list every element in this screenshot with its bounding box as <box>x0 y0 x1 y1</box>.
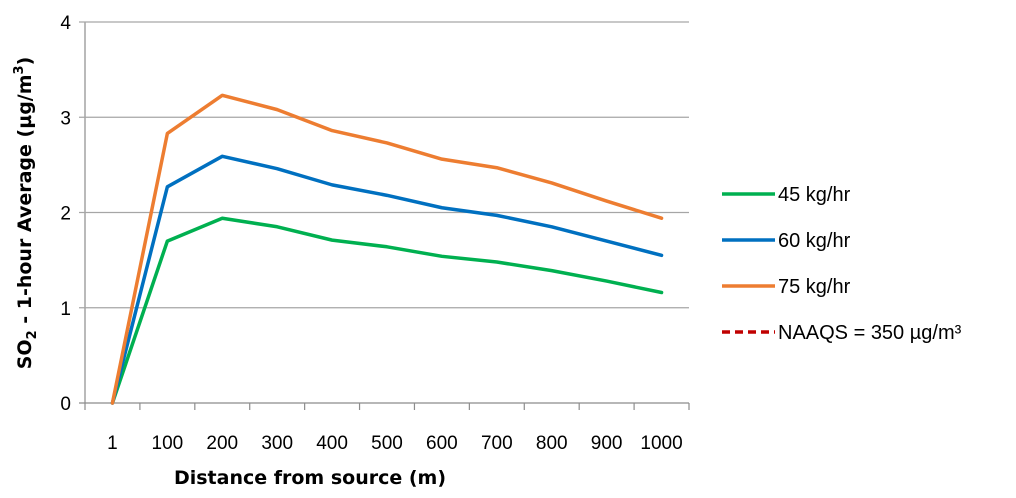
x-tick-label: 700 <box>481 433 513 454</box>
y-axis-tick-labels: 0 1 2 3 4 <box>60 13 71 415</box>
x-axis-title: Distance from source (m) <box>174 467 446 489</box>
x-tick-label: 800 <box>536 433 568 454</box>
x-axis-tick-labels: 1 100 200 300 400 500 600 700 800 900 1000 <box>84 403 690 454</box>
y-axis-title-superscript: 3 <box>12 65 27 74</box>
x-tick-label: 400 <box>316 433 348 454</box>
y-axis-title-suffix: ) <box>14 57 36 66</box>
y-axis-title: SO2 - 1-hour Average (µg/m3) <box>12 57 40 370</box>
gridlines <box>79 21 689 404</box>
y-axis-title-subscript: 2 <box>25 330 40 339</box>
y-tick-label: 2 <box>60 204 71 225</box>
y-axis-title-prefix: SO <box>14 339 36 369</box>
series-line-1 <box>110 216 664 405</box>
legend-label-2: 60 kg/hr <box>778 230 851 252</box>
x-tick-label: 100 <box>152 433 184 454</box>
y-tick-label: 0 <box>60 394 71 415</box>
legend: 45 kg/hr 60 kg/hr 75 kg/hr NAAQS = 350 µg/m… <box>722 184 962 344</box>
legend-label-4: NAAQS = 350 µg/m³ <box>778 322 962 344</box>
y-tick-label: 3 <box>60 108 71 129</box>
y-axis-title-middle: - 1-hour Average (µg/m <box>14 74 36 330</box>
y-tick-label: 4 <box>60 13 71 34</box>
legend-label-1: 45 kg/hr <box>778 184 851 206</box>
legend-label-3: 75 kg/hr <box>778 276 851 298</box>
x-tick-label: 200 <box>206 433 238 454</box>
x-tick-label: 600 <box>426 433 458 454</box>
x-tick-label: 500 <box>371 433 403 454</box>
x-tick-label: 300 <box>261 433 293 454</box>
x-tick-label: 1000 <box>640 433 682 454</box>
series-line-3 <box>110 93 664 405</box>
x-tick-label: 900 <box>591 433 623 454</box>
y-tick-label: 1 <box>60 299 71 320</box>
series-lines <box>110 93 664 405</box>
series-line-2 <box>110 154 664 405</box>
x-tick-label: 1 <box>107 433 118 454</box>
